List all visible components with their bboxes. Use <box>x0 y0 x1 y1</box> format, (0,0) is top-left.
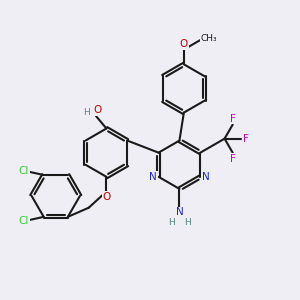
Text: Cl: Cl <box>19 166 29 176</box>
Text: Cl: Cl <box>19 216 29 226</box>
Text: N: N <box>202 172 209 182</box>
Text: O: O <box>180 39 188 49</box>
Text: O: O <box>102 192 110 202</box>
Text: F: F <box>230 154 236 164</box>
Text: CH₃: CH₃ <box>201 34 217 43</box>
Text: F: F <box>230 114 236 124</box>
Text: H: H <box>168 218 175 226</box>
Text: H: H <box>184 218 191 226</box>
Text: O: O <box>94 105 102 115</box>
Text: H: H <box>83 108 90 117</box>
Text: N: N <box>176 207 183 218</box>
Text: F: F <box>243 134 249 144</box>
Text: N: N <box>149 172 157 182</box>
